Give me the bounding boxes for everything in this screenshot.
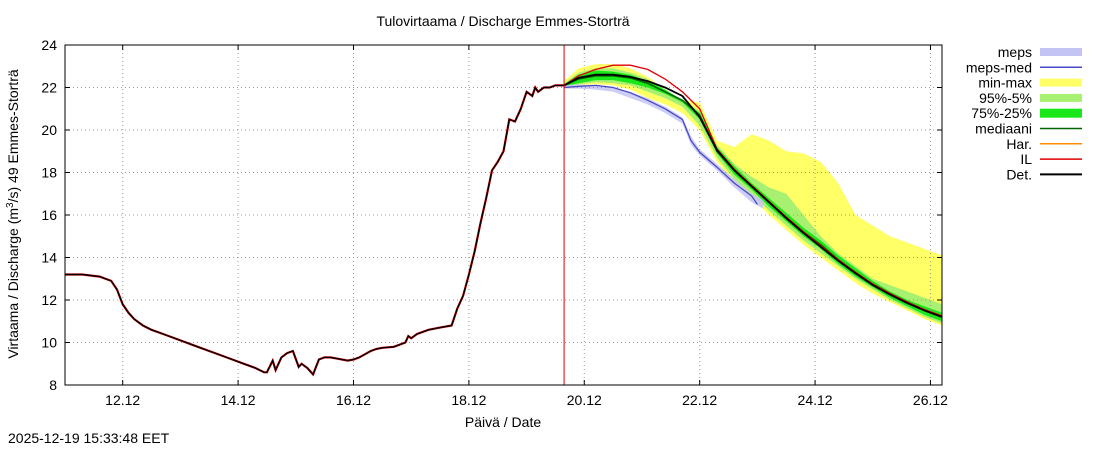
legend-label-har: Har. (1006, 136, 1032, 152)
y-axis-label-part-2: /s) 49 Emmes-Storträ (5, 69, 21, 202)
legend-label-minmax: min-max (978, 75, 1032, 91)
y-axis-label-part-1: Virtaama / Discharge (m (5, 208, 21, 359)
x-tick-label: 16.12 (336, 392, 371, 408)
y-tick-label: 20 (41, 122, 57, 138)
legend-label-median: mediaani (975, 121, 1032, 137)
legend-swatch-minmax (1040, 78, 1082, 87)
y-tick-label: 12 (41, 292, 57, 308)
x-tick-label: 20.12 (567, 392, 602, 408)
meps-band (564, 84, 764, 209)
chart-title: Tulovirtaama / Discharge Emmes-Storträ (376, 13, 629, 29)
meps-med-line (564, 84, 758, 205)
legend-label-p95_5: 95%-5% (979, 90, 1032, 106)
observed-il-line (65, 84, 565, 377)
y-tick-label: 16 (41, 207, 57, 223)
y-axis-label: Virtaama / Discharge (m3/s) 49 Emmes-Sto… (5, 69, 22, 358)
observed-det-line (65, 84, 565, 376)
y-axis-label-superscript: 3 (5, 202, 16, 208)
det-line (563, 73, 943, 318)
p95-5-band (564, 68, 942, 324)
y-tick-label: 24 (41, 37, 57, 53)
x-tick-label: 22.12 (682, 392, 717, 408)
x-tick-label: 12.12 (105, 392, 140, 408)
legend-label-il: IL (1020, 151, 1032, 167)
y-tick-label: 8 (49, 377, 57, 393)
y-tick-label: 18 (41, 165, 57, 181)
x-axis-label: Päivä / Date (465, 414, 541, 430)
legend-swatch-p95_5 (1040, 93, 1082, 102)
legend: mepsmeps-medmin-max95%-5%75%-25%mediaani… (966, 44, 1082, 182)
x-tick-label: 26.12 (913, 392, 948, 408)
legend-swatch-meps (1040, 48, 1082, 56)
legend-swatch-p75_25 (1040, 108, 1082, 118)
timestamp: 2025-12-19 15:33:48 EET (8, 430, 170, 446)
y-tick-label: 10 (41, 335, 57, 351)
legend-label-meps_med: meps-med (966, 59, 1032, 75)
legend-label-p75_25: 75%-25% (971, 105, 1032, 121)
y-tick-label: 22 (41, 80, 57, 96)
x-tick-label: 14.12 (221, 392, 256, 408)
y-tick-label: 14 (41, 250, 57, 266)
legend-label-meps: meps (998, 44, 1032, 60)
plot-area: 12.12 14.12 16.12 18.12 20.12 22.12 24.12 26.12… (41, 37, 948, 408)
legend-label-det: Det. (1006, 166, 1032, 182)
x-tick-label: 18.12 (451, 392, 486, 408)
x-tick-label: 24.12 (798, 392, 833, 408)
